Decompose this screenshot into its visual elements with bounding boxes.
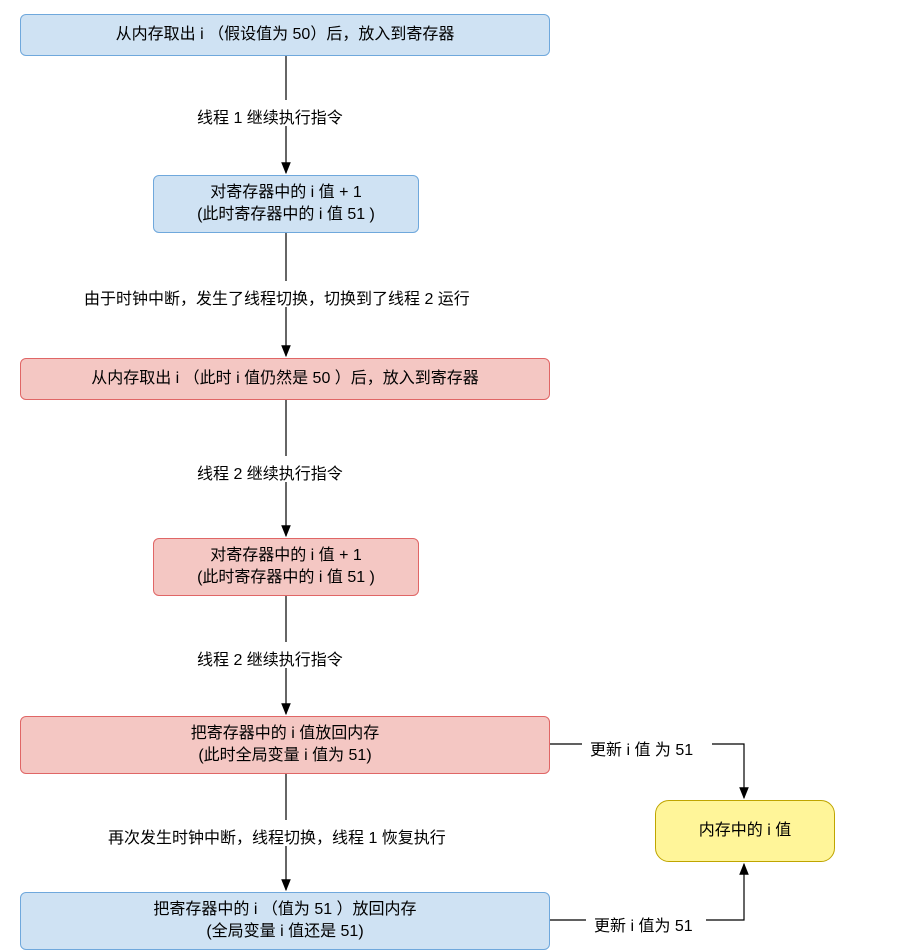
- node-text: 对寄存器中的 i 值 + 1: [210, 182, 362, 204]
- flow-node-6: 把寄存器中的 i （值为 51 ）放回内存 (全局变量 i 值还是 51): [20, 892, 550, 950]
- node-text: (此时寄存器中的 i 值 51 ): [197, 204, 375, 226]
- flow-node-1: 从内存取出 i （假设值为 50）后，放入到寄存器: [20, 14, 550, 56]
- edge-label-6: 更新 i 值 为 51: [590, 736, 693, 760]
- node-text: 从内存取出 i （此时 i 值仍然是 50 ）后，放入到寄存器: [91, 368, 479, 390]
- node-text: 把寄存器中的 i （值为 51 ）放回内存: [153, 899, 416, 921]
- flow-node-5: 把寄存器中的 i 值放回内存 (此时全局变量 i 值为 51): [20, 716, 550, 774]
- edge-label-2: 由于时钟中断，发生了线程切换，切换到了线程 2 运行: [84, 285, 470, 309]
- node-text: 对寄存器中的 i 值 + 1: [210, 545, 362, 567]
- edge-label-5: 再次发生时钟中断，线程切换，线程 1 恢复执行: [108, 824, 446, 848]
- node-text: 从内存取出 i （假设值为 50）后，放入到寄存器: [116, 24, 455, 46]
- edge-label-7: 更新 i 值为 51: [594, 912, 693, 936]
- edge-label-3: 线程 2 继续执行指令: [197, 460, 343, 484]
- flow-node-2: 对寄存器中的 i 值 + 1 (此时寄存器中的 i 值 51 ): [153, 175, 419, 233]
- node-text: 内存中的 i 值: [699, 820, 791, 842]
- edge-label-1: 线程 1 继续执行指令: [197, 104, 343, 128]
- node-text: (此时寄存器中的 i 值 51 ): [197, 567, 375, 589]
- flow-node-memory: 内存中的 i 值: [655, 800, 835, 862]
- node-text: 把寄存器中的 i 值放回内存: [191, 723, 379, 745]
- edge-label-4: 线程 2 继续执行指令: [197, 646, 343, 670]
- node-text: (全局变量 i 值还是 51): [206, 921, 363, 943]
- flow-node-3: 从内存取出 i （此时 i 值仍然是 50 ）后，放入到寄存器: [20, 358, 550, 400]
- node-text: (此时全局变量 i 值为 51): [198, 745, 371, 767]
- flow-node-4: 对寄存器中的 i 值 + 1 (此时寄存器中的 i 值 51 ): [153, 538, 419, 596]
